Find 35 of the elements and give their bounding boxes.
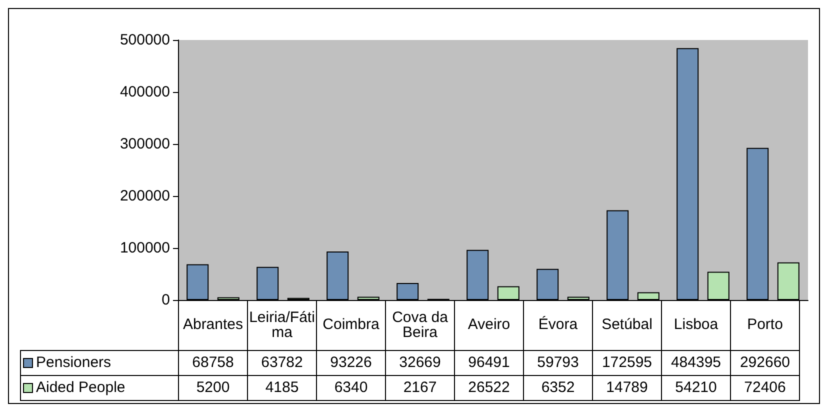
x-tick-label: Évora <box>537 316 579 334</box>
data-label: 72406 <box>730 375 800 400</box>
data-label: 172595 <box>592 350 662 375</box>
legend-label: Pensioners <box>20 350 178 375</box>
x-tick-label: Leiria/Fátima <box>248 308 316 341</box>
x-tick-label: Cova da Beira <box>391 308 449 341</box>
data-label: 5200 <box>178 375 248 400</box>
data-label: 6340 <box>316 375 386 400</box>
y-tick-label: 100000 <box>120 240 170 256</box>
data-label: 4185 <box>248 375 316 400</box>
data-label: 26522 <box>454 375 524 400</box>
x-tick-label: Abrantes <box>182 316 244 334</box>
y-tick-label: 200000 <box>120 188 170 204</box>
data-label: 63782 <box>248 350 316 375</box>
data-label: 68758 <box>178 350 248 375</box>
data-label: 2167 <box>386 375 454 400</box>
data-label: 93226 <box>316 350 386 375</box>
x-tick-label: Aveiro <box>466 316 512 334</box>
data-label: 14789 <box>592 375 662 400</box>
x-tick-label: Porto <box>746 316 784 334</box>
y-tick-label: 500000 <box>120 32 170 48</box>
legend-label: Aided People <box>20 375 178 400</box>
data-label: 6352 <box>524 375 592 400</box>
y-tick-label: 300000 <box>120 136 170 152</box>
data-label: 32669 <box>386 350 454 375</box>
data-label: 96491 <box>454 350 524 375</box>
x-tick-label: Coimbra <box>322 316 380 334</box>
x-tick-label: Lisboa <box>672 316 720 334</box>
data-label: 59793 <box>524 350 592 375</box>
data-label: 484395 <box>662 350 730 375</box>
y-tick-label: 0 <box>162 292 170 308</box>
x-tick-label: Setúbal <box>600 316 654 334</box>
y-tick-label: 400000 <box>120 84 170 100</box>
data-label: 54210 <box>662 375 730 400</box>
data-label: 292660 <box>730 350 800 375</box>
